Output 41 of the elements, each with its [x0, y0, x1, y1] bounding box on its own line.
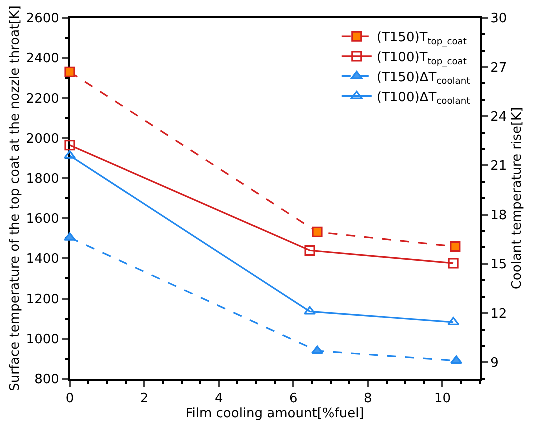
y2-tick-label: 21 [490, 159, 508, 174]
y2-tick-label: 24 [490, 110, 508, 125]
y2-tick-label: 30 [490, 12, 508, 27]
y-tick-label: 2400 [26, 52, 60, 67]
y2-axis-title: Coolant temperature rise[K] [510, 107, 526, 290]
y2-tick-label: 15 [490, 258, 508, 273]
legend-label: (T100)T$_{top_coat}$ [376, 50, 468, 68]
point [64, 66, 76, 78]
legend-label: (T100)ΔT$_{coolant}$ [376, 90, 471, 108]
y-tick-label: 1400 [26, 252, 60, 268]
point [64, 150, 76, 159]
x-tick-label: 10 [434, 392, 452, 407]
point [64, 232, 76, 241]
y-tick-label: 1800 [26, 172, 60, 187]
x-tick-label: 0 [66, 392, 74, 407]
y2-tick-label: 12 [490, 306, 508, 322]
point [311, 346, 324, 354]
y-tick-label: 1200 [26, 292, 60, 308]
legend-label: (T150)T$_{top_coat}$ [376, 30, 468, 48]
point [64, 140, 76, 151]
y-tick-label: 1000 [26, 332, 60, 348]
x-tick-label: 2 [140, 392, 149, 407]
x-tick-label: 8 [364, 392, 372, 407]
x-tick-label: 4 [214, 392, 224, 407]
point [304, 245, 316, 256]
point [304, 306, 316, 315]
y-axis-title: Surface temperature of the top coat at the nozzle throat[K] [8, 6, 23, 392]
y-tick-label: 2200 [26, 92, 60, 107]
y-tick-label: 800 [34, 372, 60, 388]
y-tick-label: 2600 [26, 12, 60, 27]
legend-label: (T150)ΔT$_{coolant}$ [376, 70, 471, 88]
point [450, 242, 461, 252]
y2-tick-label: 9 [490, 356, 499, 372]
point [448, 258, 459, 269]
point [312, 226, 323, 238]
y2-tick-label: 18 [490, 208, 508, 224]
x-axis-title: Film cooling amount[%fuel] [186, 406, 364, 422]
y2-tick-label: 27 [490, 60, 508, 76]
x-tick-label: 6 [290, 392, 298, 407]
y-tick-label: 2000 [26, 132, 60, 147]
y-tick-label: 1600 [26, 212, 60, 228]
